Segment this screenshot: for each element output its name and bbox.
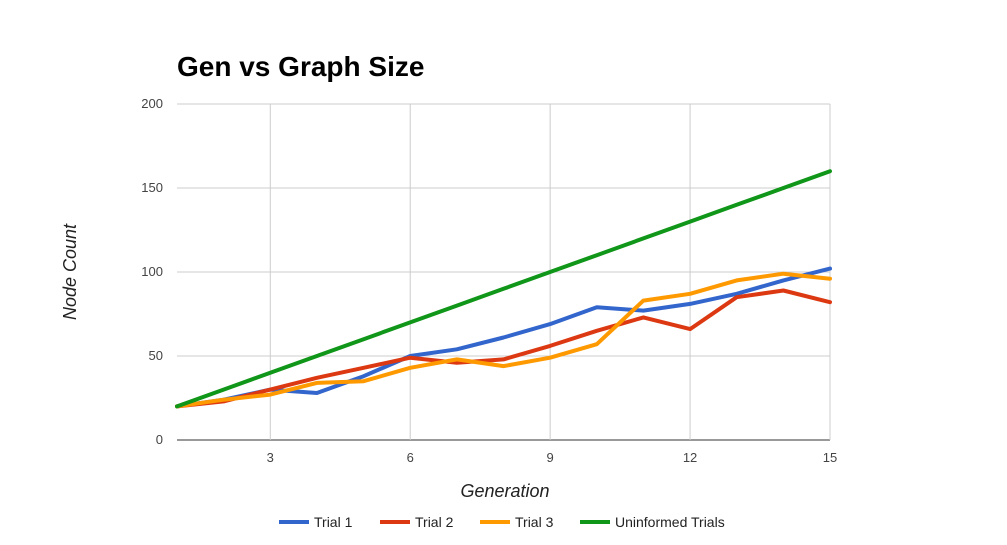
x-tick-label: 12: [683, 450, 697, 465]
y-tick-label: 150: [141, 180, 163, 195]
series-line-3: [175, 271, 832, 409]
x-tick-label: 9: [547, 450, 554, 465]
y-tick-label: 0: [156, 432, 163, 447]
gridlines: [177, 103, 831, 441]
y-tick-label: 200: [141, 96, 163, 111]
series-line-2: [175, 288, 832, 409]
x-tick-label: 3: [267, 450, 274, 465]
legend-label: Trial 1: [314, 514, 353, 530]
x-tick-label: 6: [407, 450, 414, 465]
legend-label: Trial 2: [415, 514, 454, 530]
y-axis-title: Node Count: [60, 223, 80, 320]
y-tick-label: 100: [141, 264, 163, 279]
x-axis-title: Generation: [460, 481, 549, 501]
legend-label: Uninformed Trials: [615, 514, 725, 530]
legend: Trial 1 Trial 2 Trial 3 Uninformed Trials: [279, 514, 725, 530]
chart-title: Gen vs Graph Size: [177, 51, 424, 82]
series-line-4: [175, 169, 832, 409]
x-tick-label: 15: [823, 450, 837, 465]
tick-labels: 0 50 100 150 200 3 6 9 12 15: [141, 96, 837, 465]
legend-label: Trial 3: [515, 514, 554, 530]
y-tick-label: 50: [149, 348, 163, 363]
series-lines: [175, 169, 832, 409]
